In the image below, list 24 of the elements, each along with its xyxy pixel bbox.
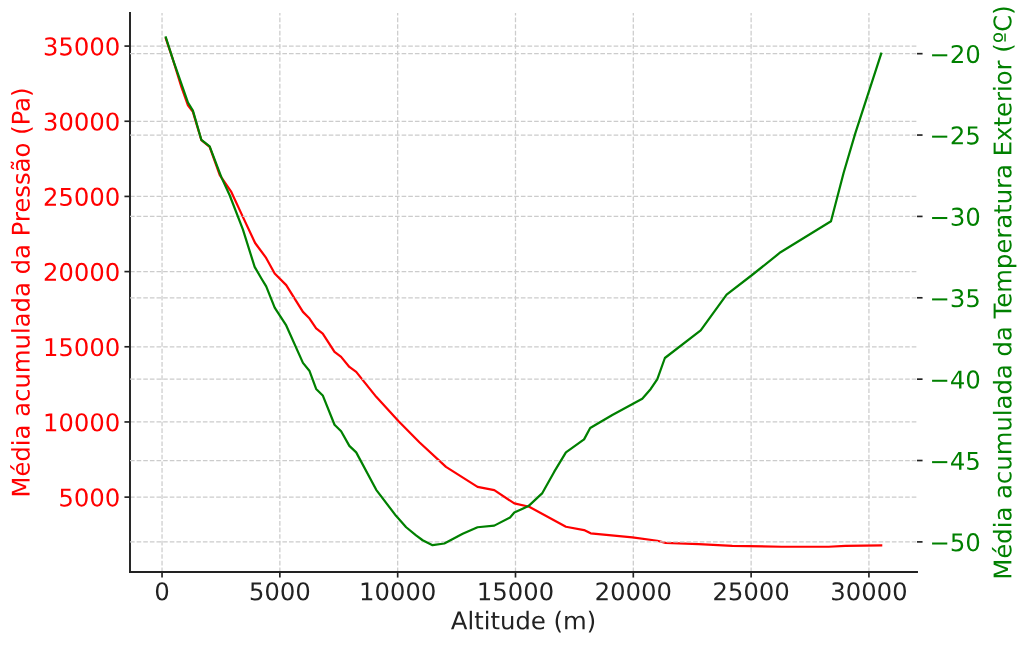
x-tick-label: 20000	[596, 582, 671, 601]
y2-tick-label: −25	[932, 126, 979, 145]
y-tick-label: 25000	[44, 187, 119, 207]
y2-tick-label: −20	[932, 44, 980, 64]
x-tick-label: 25000	[714, 582, 789, 601]
y2-axis-title: Média acumulada da Temperatura Exterior (ºC)	[991, 7, 1017, 578]
y-tick-label: 35000	[44, 37, 119, 56]
y2-tick-label: −35	[932, 288, 979, 308]
y-tick-label: 20000	[44, 262, 119, 282]
y2-tick-label: −45	[932, 452, 979, 471]
x-tick-label: 5000	[250, 582, 310, 601]
x-tick-label: 15000	[479, 582, 553, 601]
x-tick-label: 10000	[361, 582, 435, 601]
y-axis-title: Média acumulada da Pressão (Pa)	[10, 89, 33, 496]
y2-tick-label: −30	[932, 207, 980, 226]
y-tick-label: 30000	[44, 112, 119, 131]
y-tick-label: 15000	[45, 337, 119, 357]
y2-tick-label: −50	[932, 533, 980, 552]
y-tick-label: 10000	[45, 413, 119, 432]
x-tick-label: 0	[155, 582, 169, 601]
x-tick-label: 30000	[832, 582, 906, 601]
y-tick-label: 5000	[60, 488, 119, 507]
x-axis-title: Altitude (m)	[451, 610, 595, 633]
y2-tick-label: −40	[932, 370, 980, 389]
